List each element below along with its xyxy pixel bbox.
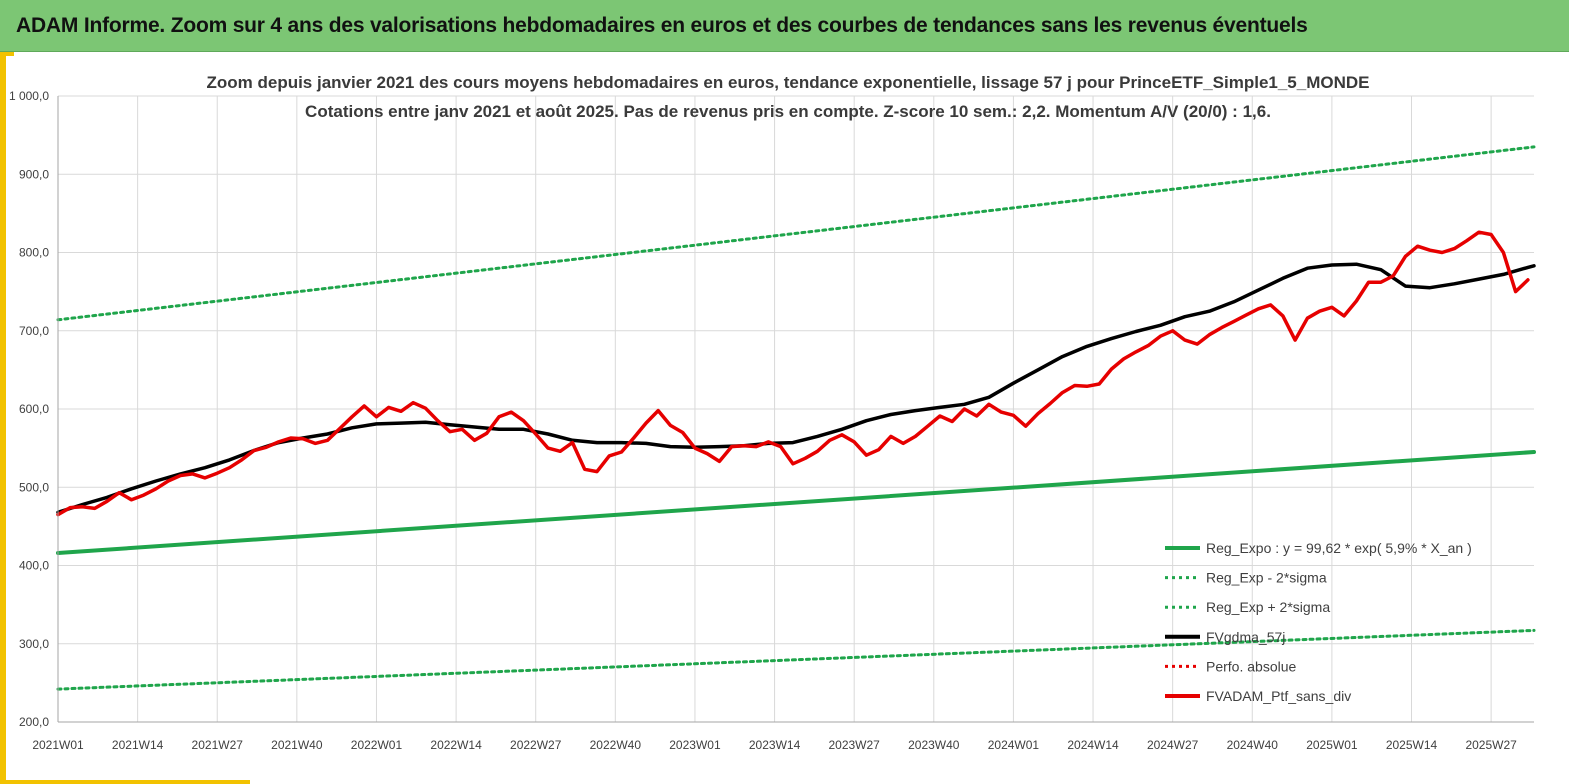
x-tick-label: 2024W14 — [1067, 738, 1119, 752]
y-tick-label: 900,0 — [19, 167, 49, 181]
x-tick-label: 2021W01 — [32, 738, 84, 752]
x-tick-label: 2024W40 — [1227, 738, 1279, 752]
y-tick-label: 700,0 — [19, 324, 49, 338]
x-tick-label: 2025W14 — [1386, 738, 1438, 752]
x-tick-label: 2023W40 — [908, 738, 960, 752]
banner-title: ADAM Informe. Zoom sur 4 ans des valoris… — [16, 14, 1308, 37]
y-tick-label: 400,0 — [19, 559, 49, 573]
y-tick-label: 200,0 — [19, 715, 49, 729]
x-tick-label: 2023W01 — [669, 738, 721, 752]
legend-label: Reg_Exp - 2*sigma — [1206, 570, 1327, 586]
x-tick-label: 2021W27 — [192, 738, 244, 752]
x-tick-label: 2022W14 — [430, 738, 482, 752]
legend-label: Reg_Exp + 2*sigma — [1206, 599, 1330, 615]
chart-axes: 200,0 300,0 400,0 500,0 600,0 700,0 800,0 900,0… — [9, 89, 1534, 752]
series-line-1 — [56, 628, 1536, 691]
bottom-accent-bar — [0, 780, 250, 784]
x-tick-label: 2025W27 — [1465, 738, 1517, 752]
x-tick-label: 2021W40 — [271, 738, 323, 752]
legend-label: Perfo. absolue — [1206, 658, 1296, 674]
y-tick-label: 1 000,0 — [9, 89, 49, 103]
y-tick-label: 500,0 — [19, 480, 49, 494]
chart-legend: Reg_Expo : y = 99,62 * exp( 5,9% * X_an … — [1165, 540, 1472, 704]
x-tick-label: 2022W40 — [590, 738, 642, 752]
left-accent-corner — [0, 52, 14, 56]
chart-series — [56, 145, 1536, 691]
x-tick-label: 2021W14 — [112, 738, 164, 752]
legend-label: FVADAM_Ptf_sans_div — [1206, 688, 1351, 704]
chart-subtitle: Cotations entre janv 2021 et août 2025. … — [305, 102, 1271, 121]
x-tick-label: 2023W27 — [828, 738, 880, 752]
left-accent-bar — [0, 52, 6, 784]
legend-label: FVgdma_57j — [1206, 629, 1285, 645]
x-tick-label: 2022W27 — [510, 738, 562, 752]
x-tick-label: 2023W14 — [749, 738, 801, 752]
y-tick-label: 800,0 — [19, 246, 49, 260]
series-line-5 — [56, 230, 1530, 517]
legend-label: Reg_Expo : y = 99,62 * exp( 5,9% * X_an … — [1206, 540, 1472, 556]
x-tick-label: 2024W27 — [1147, 738, 1199, 752]
series-line-2 — [56, 145, 1536, 322]
title-banner: ADAM Informe. Zoom sur 4 ans des valoris… — [0, 0, 1569, 52]
x-tick-label: 2022W01 — [351, 738, 403, 752]
y-tick-label: 600,0 — [19, 402, 49, 416]
y-tick-label: 300,0 — [19, 637, 49, 651]
chart-grid — [57, 95, 1534, 723]
chart-title: Zoom depuis janvier 2021 des cours moyen… — [206, 73, 1369, 92]
x-tick-label: 2025W01 — [1306, 738, 1358, 752]
series-line-0 — [56, 450, 1536, 555]
x-tick-label: 2024W01 — [988, 738, 1040, 752]
series-line-3 — [56, 262, 1536, 515]
